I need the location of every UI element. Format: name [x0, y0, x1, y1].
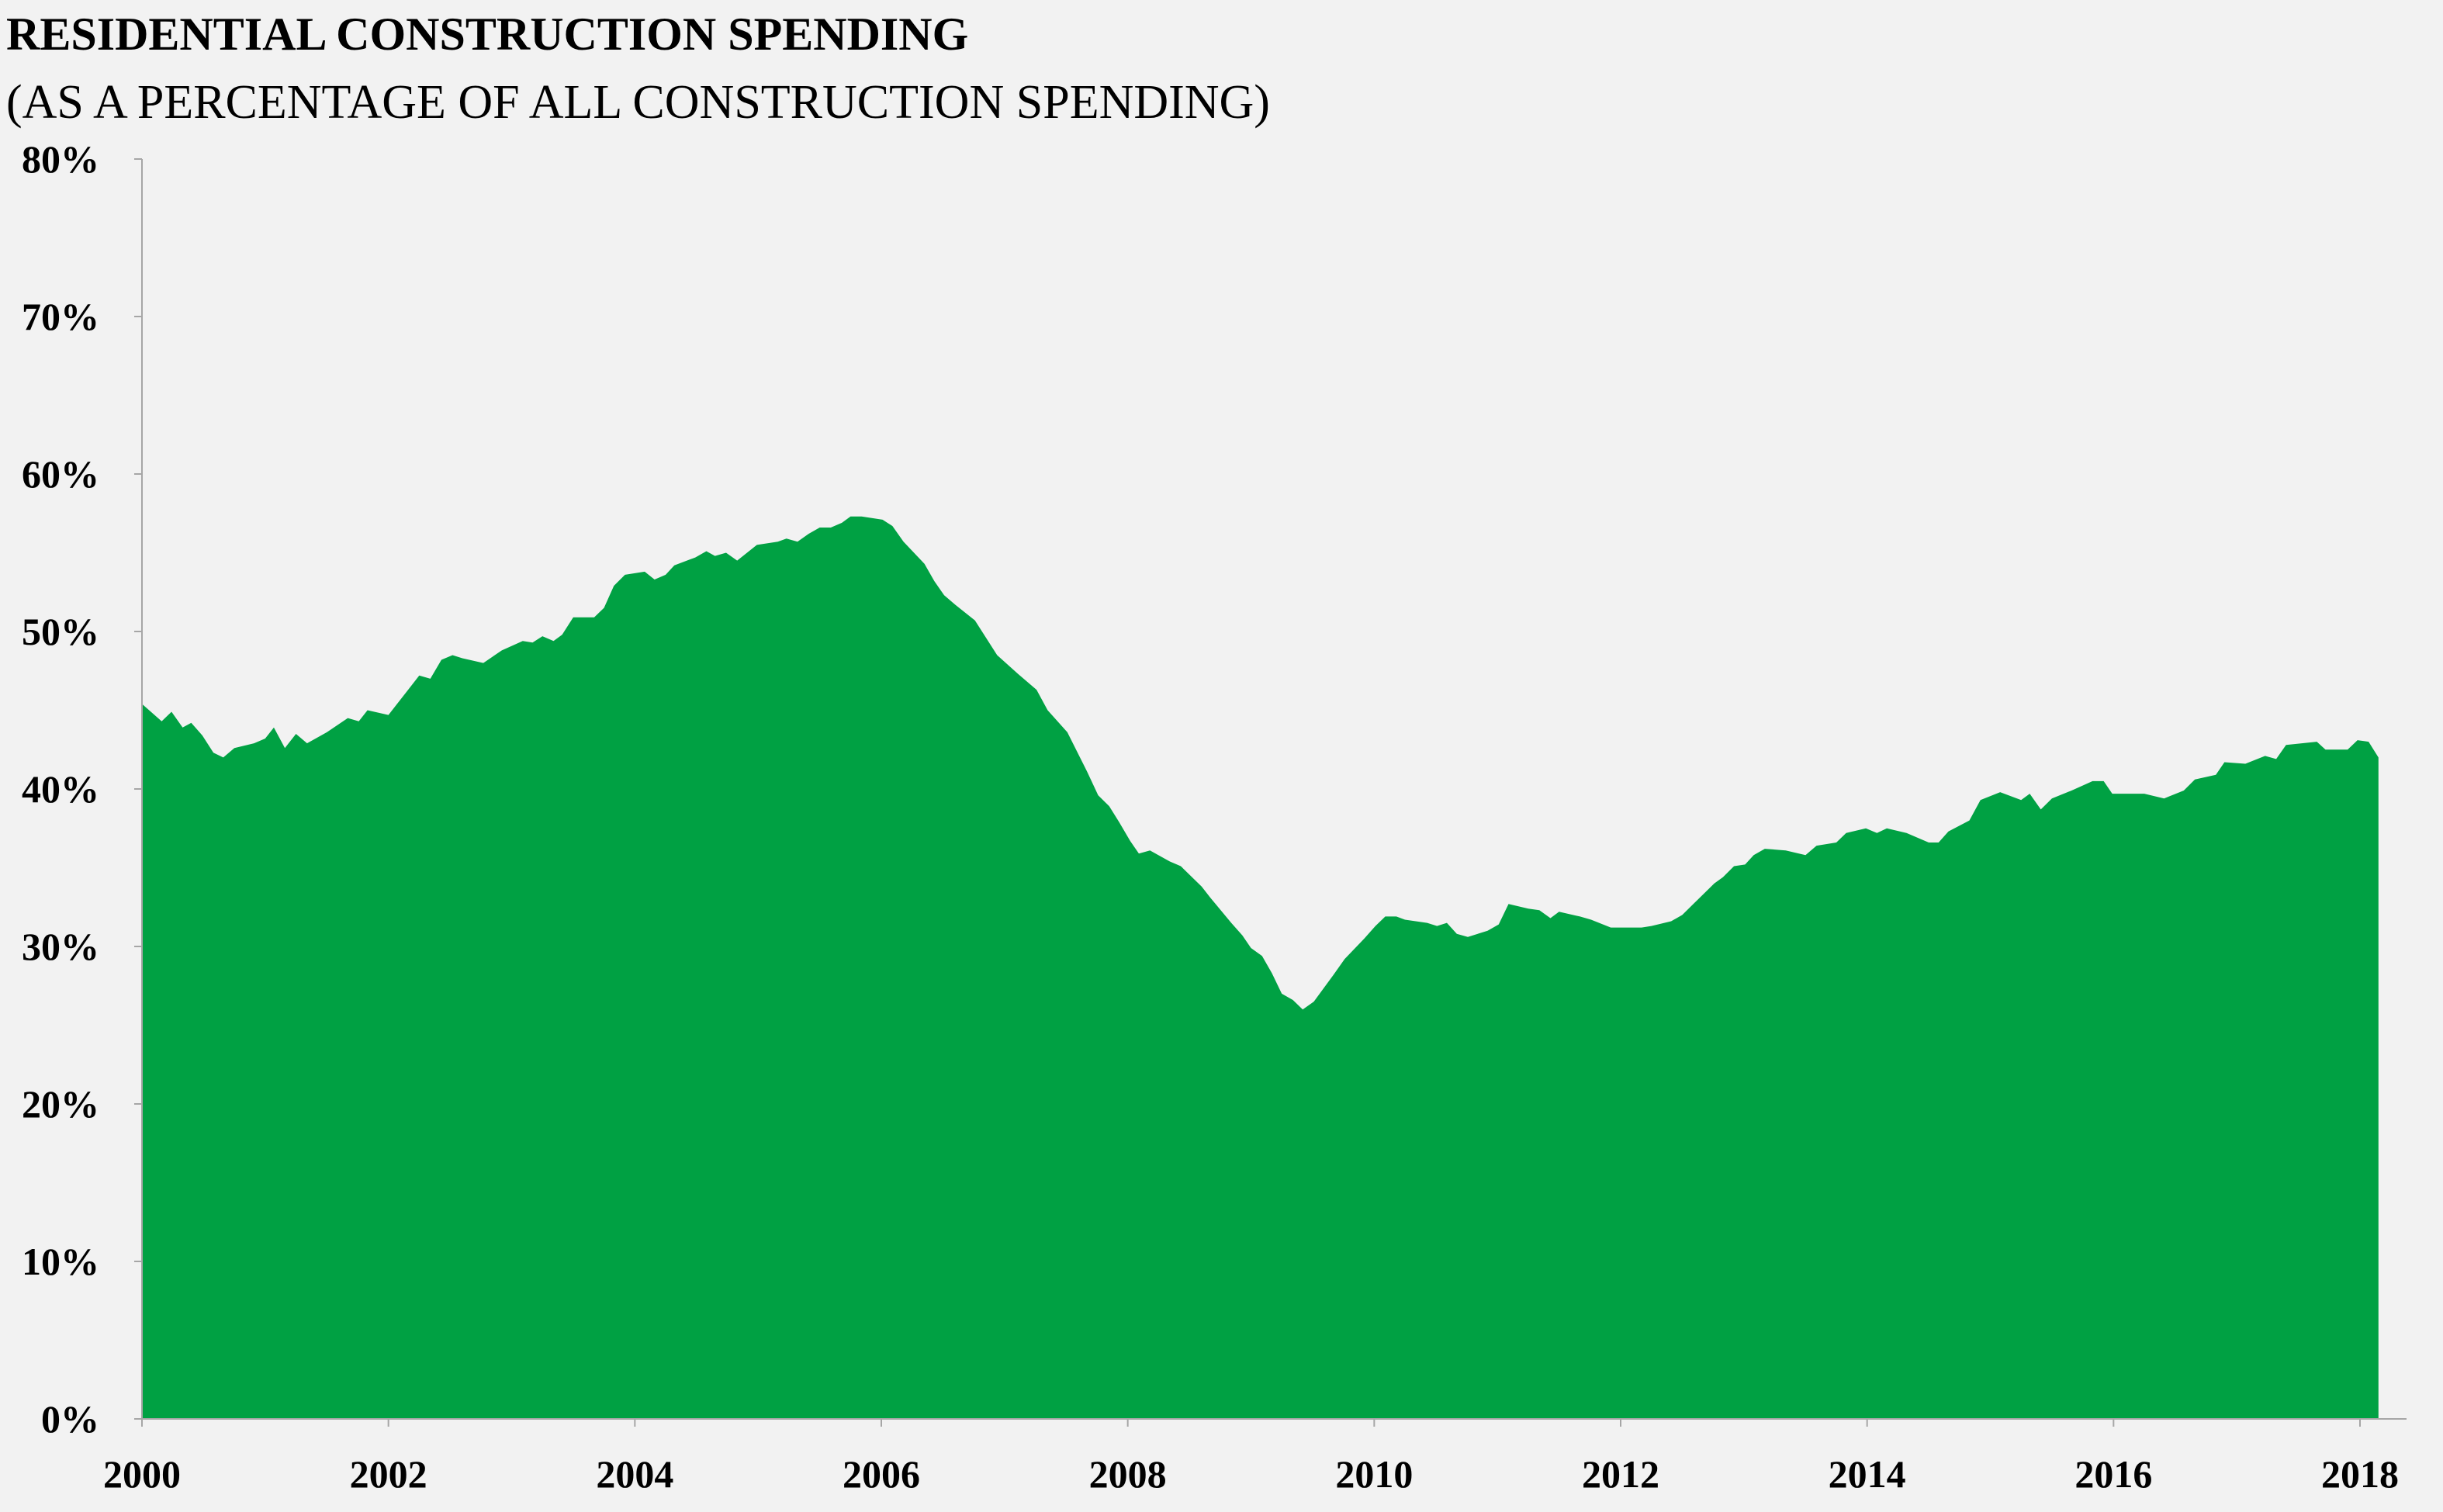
x-tick-label: 2012	[1582, 1452, 1659, 1496]
y-tick-label: 0%	[41, 1397, 99, 1441]
y-tick-label: 20%	[22, 1082, 99, 1126]
chart-subtitle: (AS A PERCENTAGE OF ALL CONSTRUCTION SPE…	[6, 76, 1270, 129]
x-tick-label: 2016	[2074, 1452, 2152, 1496]
y-tick-label: 80%	[22, 137, 99, 181]
x-tick-label: 2008	[1089, 1452, 1167, 1496]
x-tick-label: 2006	[843, 1452, 920, 1496]
y-tick-label: 60%	[22, 452, 99, 496]
y-tick-label: 50%	[22, 610, 99, 653]
y-tick-label: 30%	[22, 925, 99, 968]
y-axis: 0% 10% 20% 30% 40% 50% 60% 70% 80%	[22, 137, 143, 1441]
x-tick-label: 2000	[103, 1452, 181, 1496]
y-tick-label: 10%	[22, 1240, 99, 1283]
x-axis: 2000 2002 2004 2006 2008 2010 2012 2014 2016 2018	[103, 1418, 2407, 1496]
x-tick-label: 2004	[596, 1452, 673, 1496]
y-tick-label: 70%	[22, 295, 99, 338]
chart-title: RESIDENTIAL CONSTRUCTION SPENDING	[6, 9, 968, 60]
x-tick-label: 2018	[2321, 1452, 2399, 1496]
x-tick-label: 2002	[350, 1452, 427, 1496]
area-series	[142, 516, 2379, 1419]
x-tick-label: 2010	[1335, 1452, 1413, 1496]
y-tick-label: 40%	[22, 767, 99, 811]
x-tick-label: 2014	[1829, 1452, 1906, 1496]
